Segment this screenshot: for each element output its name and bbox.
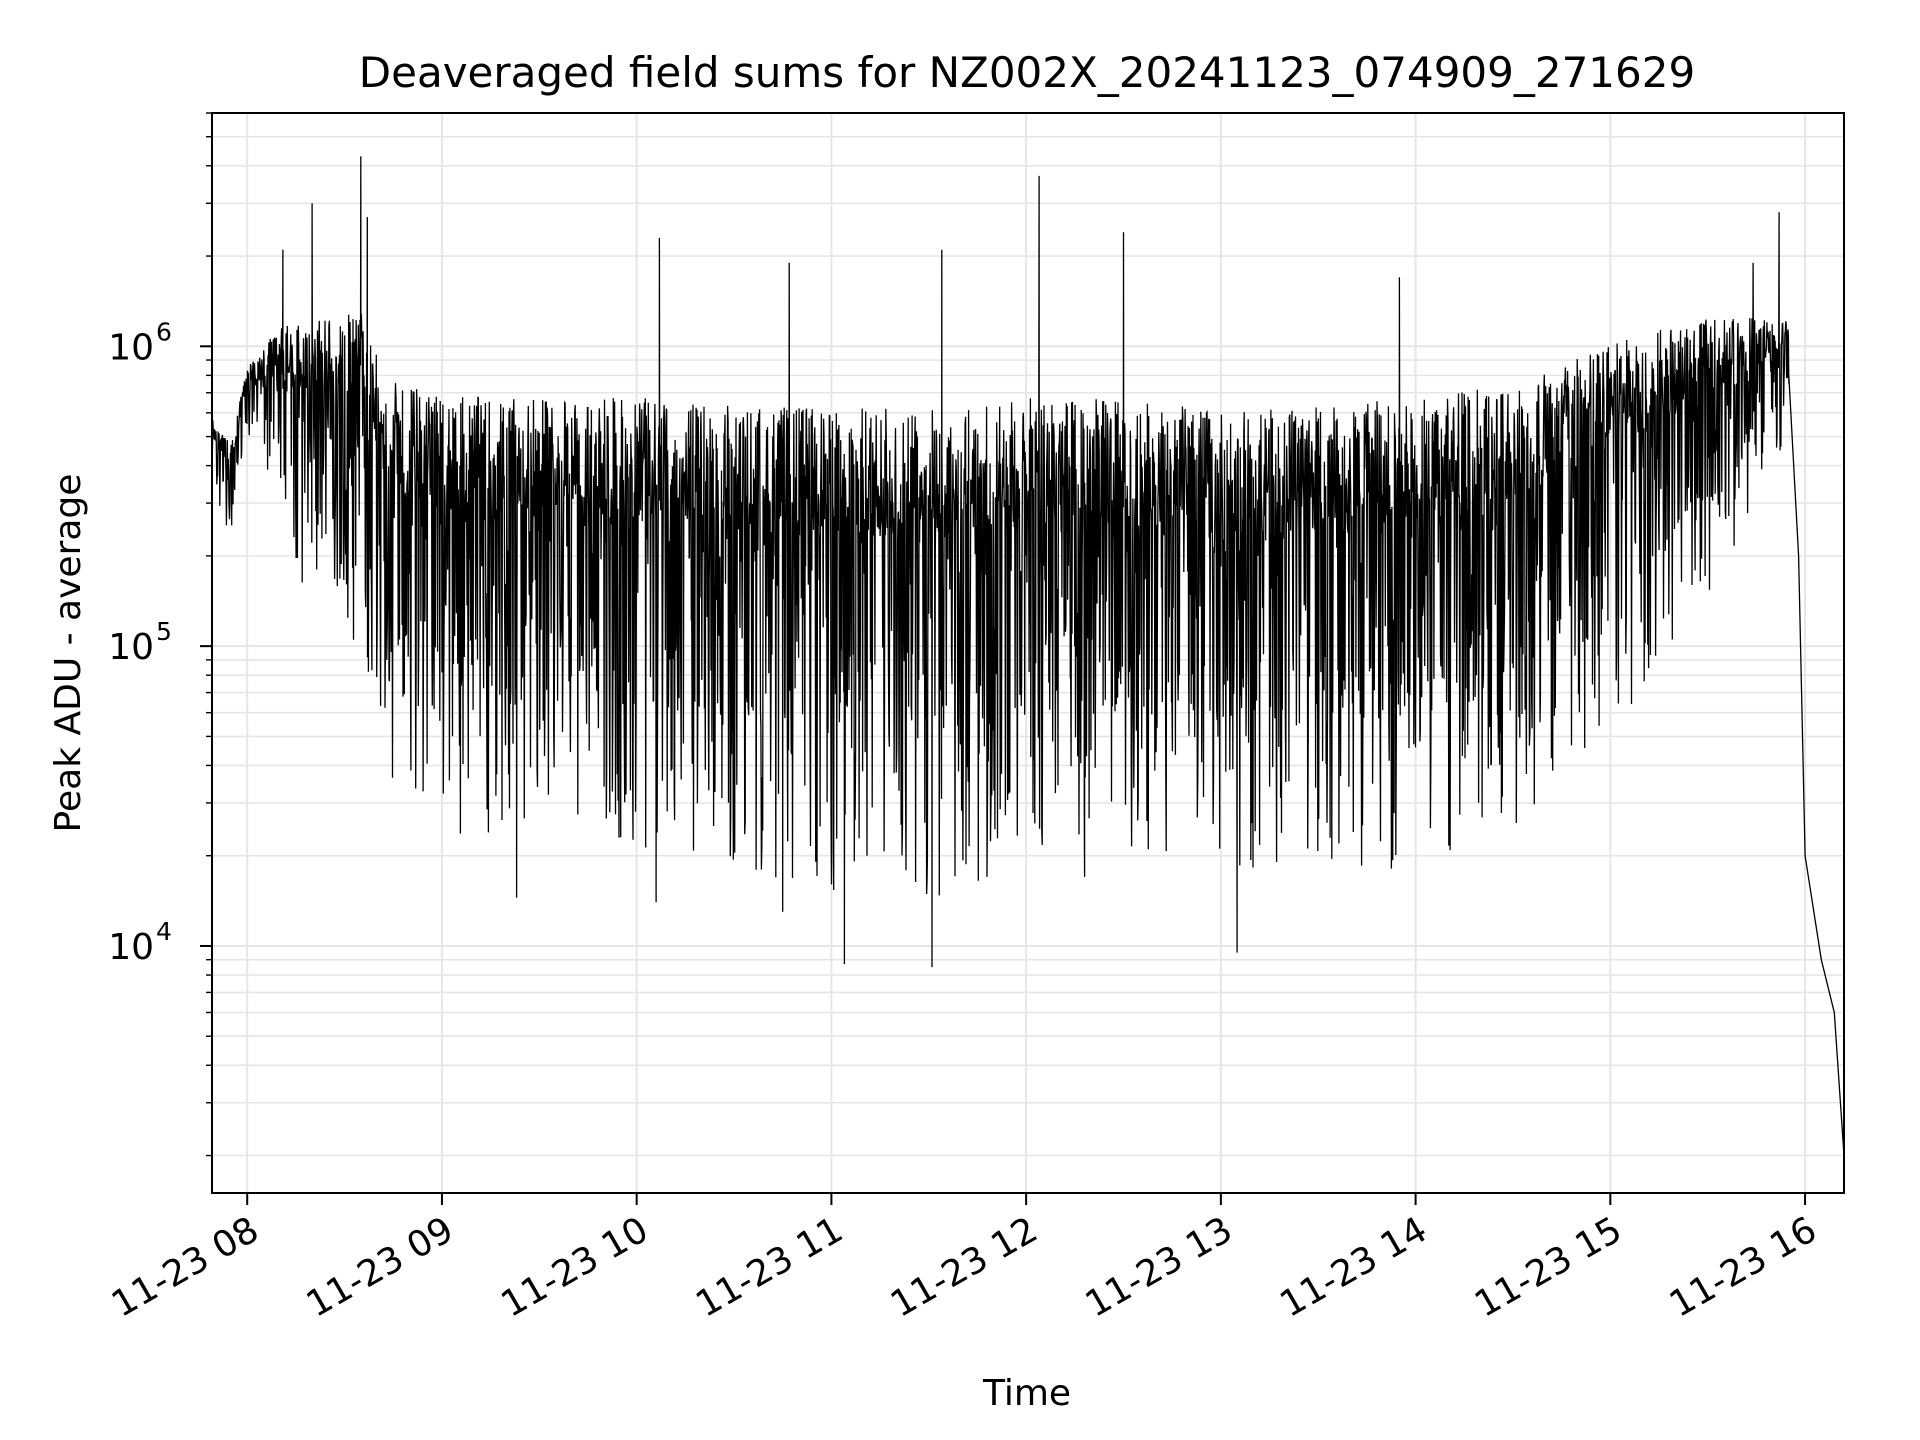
y-tick-label-base: 10	[108, 327, 154, 368]
plot-frame	[211, 112, 1845, 1194]
y-tick-label-exponent: 4	[156, 917, 172, 946]
y-tick-label: 10 4	[108, 917, 172, 968]
chart-title: Deaveraged field sums for NZ002X_2024112…	[359, 48, 1695, 97]
y-tick-label-base: 10	[108, 627, 154, 668]
series-line	[212, 156, 1844, 1156]
y-tick-label-base: 10	[108, 927, 154, 968]
y-tick-label-exponent: 6	[156, 317, 172, 346]
y-tick-label: 10 5	[108, 617, 172, 668]
y-tick-label: 10 6	[108, 317, 172, 368]
series-path	[212, 156, 1844, 1156]
y-axis-label: Peak ADU - average	[48, 474, 89, 833]
y-tick-label-exponent: 5	[156, 617, 172, 646]
x-axis-label: Time	[982, 1373, 1071, 1414]
